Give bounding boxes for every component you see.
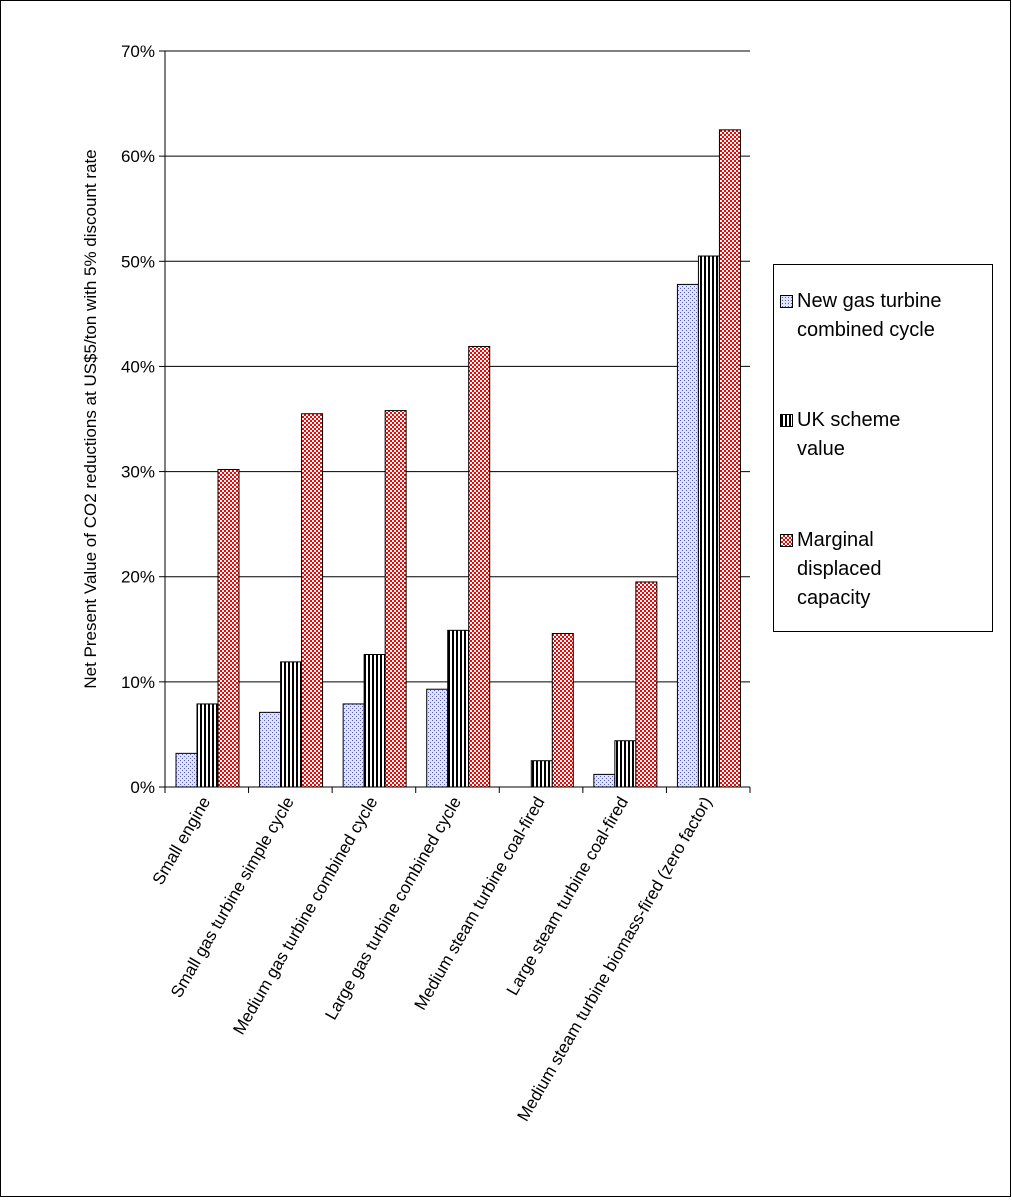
- x-category-label: Medium gas turbine combined cycle: [229, 794, 381, 1038]
- legend-item-new-gas-turbine: New gas turbine combined cycle: [780, 287, 992, 345]
- bar-dots-1: [259, 711, 282, 788]
- y-tick-label: 70%: [121, 42, 155, 61]
- y-tick-label: 0%: [130, 778, 155, 797]
- legend-swatch-dots: [780, 295, 793, 308]
- bar-checker-1: [301, 413, 324, 788]
- legend-item-uk-scheme: UK scheme value: [780, 406, 917, 464]
- bar-dots-0: [175, 752, 198, 788]
- bar-vertical-stripes-1: [280, 661, 303, 788]
- bar-vertical-stripes-5: [614, 740, 637, 788]
- bar-vertical-stripes-3: [447, 629, 470, 788]
- bar-dots-3: [426, 688, 449, 788]
- bar-dots-5: [593, 773, 616, 788]
- legend-swatch-stripes: [780, 414, 793, 427]
- bar-checker-4: [551, 632, 574, 788]
- y-tick-label: 40%: [121, 357, 155, 376]
- y-tick-label: 50%: [121, 252, 155, 271]
- bar-checker-6: [718, 129, 741, 788]
- legend-label: New gas turbine combined cycle: [797, 290, 942, 341]
- x-category-label: Medium steam turbine biomass-fired (zero…: [514, 794, 716, 1125]
- bar-checker-2: [384, 410, 407, 788]
- bar-dots-6: [676, 283, 699, 788]
- legend-swatch-checker: [780, 534, 793, 547]
- y-tick-label: 30%: [121, 463, 155, 482]
- bar-vertical-stripes-2: [363, 654, 386, 788]
- bar-checker-3: [468, 345, 491, 788]
- legend-label: UK scheme value: [797, 409, 901, 460]
- gridlines: [165, 50, 750, 683]
- bars: [175, 129, 741, 788]
- axes: [159, 50, 751, 793]
- bar-vertical-stripes-4: [530, 760, 553, 788]
- y-tick-label: 60%: [121, 147, 155, 166]
- y-tick-label: 20%: [121, 568, 155, 587]
- y-axis-title: Net Present Value of CO2 reductions at U…: [81, 149, 100, 688]
- bar-dots-2: [342, 703, 365, 788]
- legend-item-marginal: Marginal displaced capacity: [780, 526, 907, 613]
- legend-label: Marginal displaced capacity: [797, 529, 882, 609]
- bar-vertical-stripes-0: [196, 703, 219, 788]
- y-tick-label: 10%: [121, 673, 155, 692]
- bar-vertical-stripes-6: [697, 255, 720, 788]
- bar-checker-0: [217, 468, 240, 788]
- bar-checker-5: [635, 581, 658, 788]
- legend: New gas turbine combined cycle UK scheme…: [773, 264, 993, 632]
- x-category-label: Large gas turbine combined cycle: [321, 794, 465, 1024]
- x-category-label: Small engine: [149, 794, 215, 889]
